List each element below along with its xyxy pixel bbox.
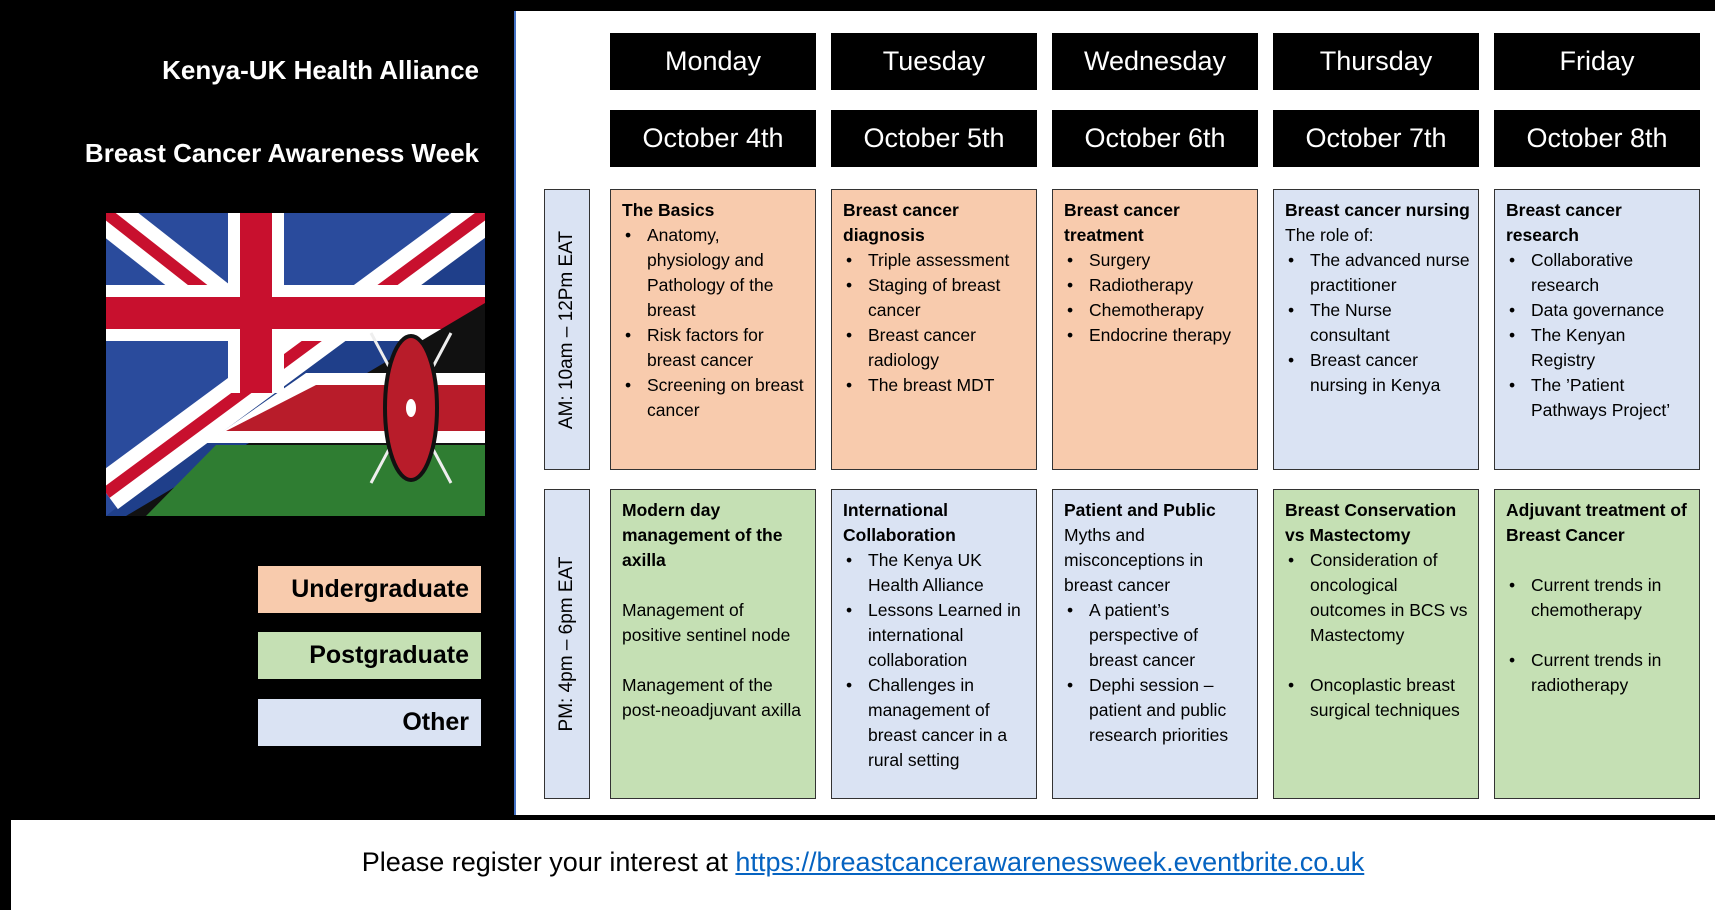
day-header: Wednesday <box>1052 33 1258 90</box>
legend-postgraduate: Postgraduate <box>258 632 481 679</box>
slot-label: AM: 10am – 12Pm EAT <box>544 189 590 470</box>
bullet-item: Dephi session – patient and public resea… <box>1064 673 1249 748</box>
legend-other: Other <box>258 699 481 746</box>
bullet-item: Radiotherapy <box>1064 273 1249 298</box>
session-group: Management of the post-neoadjuvant axill… <box>622 673 807 723</box>
session-group: Breast Conservation vs MastectomyConside… <box>1285 498 1470 648</box>
bullet-item: Chemotherapy <box>1064 298 1249 323</box>
bullet-item: The ’Patient Pathways Project’ <box>1506 373 1691 423</box>
bullet-item: The breast MDT <box>843 373 1028 398</box>
session-text: Management of positive sentinel node <box>622 600 791 645</box>
bullet-item: The advanced nurse practitioner <box>1285 248 1470 298</box>
bullet-item: Oncoplastic breast surgical techniques <box>1285 673 1470 723</box>
bullet-item: Lessons Learned in international collabo… <box>843 598 1028 673</box>
bullet-item: Current trends in radiotherapy <box>1506 648 1691 698</box>
date-header: October 5th <box>831 110 1037 167</box>
session-group: Patient and Public Myths and misconceptio… <box>1064 498 1249 748</box>
session-cell: Breast cancer treatment SurgeryRadiothera… <box>1052 189 1258 470</box>
date-header: October 8th <box>1494 110 1700 167</box>
session-title: Adjuvant treatment of Breast Cancer <box>1506 500 1687 545</box>
bullet-item: Anatomy, physiology and Pathology of the… <box>622 223 807 323</box>
bullet-item: The Kenyan Registry <box>1506 323 1691 373</box>
bullet-item: Breast cancer nursing in Kenya <box>1285 348 1470 398</box>
session-title: Breast Conservation vs Mastectomy <box>1285 500 1457 545</box>
session-title: The Basics <box>622 200 715 220</box>
session-title: Modern day management of the axilla <box>622 500 783 570</box>
bullet-item: Collaborative research <box>1506 248 1691 298</box>
bullet-item: Breast cancer radiology <box>843 323 1028 373</box>
session-cell: Patient and Public Myths and misconceptio… <box>1052 489 1258 799</box>
session-title: Breast cancer diagnosis <box>843 200 959 245</box>
bullet-item: Current trends in chemotherapy <box>1506 573 1691 623</box>
day-header: Monday <box>610 33 816 90</box>
session-group: Oncoplastic breast surgical techniques <box>1285 673 1470 723</box>
session-text: Myths and misconceptions in breast cance… <box>1064 525 1204 595</box>
bullet-item: The Kenya UK Health Alliance <box>843 548 1028 598</box>
footer-text: Please register your interest at <box>361 847 728 877</box>
date-header: October 4th <box>610 110 816 167</box>
event-title: Breast Cancer Awareness Week <box>84 138 479 168</box>
day-header: Thursday <box>1273 33 1479 90</box>
bullet-item: Challenges in management of breast cance… <box>843 673 1028 773</box>
day-header: Tuesday <box>831 33 1037 90</box>
session-cell: Breast cancer diagnosis Triple assessment… <box>831 189 1037 470</box>
session-text: Management of the post-neoadjuvant axill… <box>622 675 802 720</box>
slot-text: AM: 10am – 12Pm EAT <box>556 230 577 429</box>
legend-undergraduate: Undergraduate <box>258 566 481 613</box>
session-group: Breast cancer treatment SurgeryRadiothera… <box>1064 198 1249 348</box>
session-title: Breast cancer research <box>1506 200 1622 245</box>
session-title: International Collaboration <box>843 500 956 545</box>
session-group: The Basics Anatomy, physiology and Pathol… <box>622 198 807 423</box>
session-cell: The Basics Anatomy, physiology and Pathol… <box>610 189 816 470</box>
session-cell: Breast Conservation vs MastectomyConside… <box>1273 489 1479 799</box>
day-header: Friday <box>1494 33 1700 90</box>
bullet-item: Endocrine therapy <box>1064 323 1249 348</box>
bullet-item: Triple assessment <box>843 248 1028 273</box>
session-group: Modern day management of the axilla <box>622 498 807 573</box>
session-title: Patient and Public <box>1064 500 1216 520</box>
bullet-item: Staging of breast cancer <box>843 273 1028 323</box>
slot-label: PM: 4pm – 6pm EAT <box>544 489 590 799</box>
session-group: Breast cancer diagnosis Triple assessment… <box>843 198 1028 398</box>
bullet-item: The Nurse consultant <box>1285 298 1470 348</box>
session-group: Adjuvant treatment of Breast Cancer <box>1506 498 1691 548</box>
flag-image <box>106 213 485 516</box>
session-title: Breast cancer nursing <box>1285 200 1470 220</box>
session-text: The role of: <box>1285 225 1374 245</box>
session-cell: Breast cancer nursing The role of: The adv… <box>1273 189 1479 470</box>
slot-text: PM: 4pm – 6pm EAT <box>556 556 577 732</box>
date-header: October 7th <box>1273 110 1479 167</box>
session-group: International CollaborationThe Kenya UK … <box>843 498 1028 773</box>
date-header: October 6th <box>1052 110 1258 167</box>
session-title: Breast cancer treatment <box>1064 200 1180 245</box>
bullet-item: Data governance <box>1506 298 1691 323</box>
session-group: Current trends in chemotherapy <box>1506 573 1691 623</box>
bullet-item: A patient’s perspective of breast cancer <box>1064 598 1249 673</box>
register-link[interactable]: https://breastcancerawarenessweek.eventb… <box>735 847 1365 877</box>
bullet-item: Screening on breast cancer <box>622 373 807 423</box>
bullet-item: Consideration of oncological outcomes in… <box>1285 548 1470 648</box>
session-group: Management of positive sentinel node <box>622 598 807 648</box>
bullet-item: Risk factors for breast cancer <box>622 323 807 373</box>
session-group: Current trends in radiotherapy <box>1506 648 1691 698</box>
org-name: Kenya-UK Health Alliance <box>162 55 479 85</box>
session-cell: Breast cancer researchCollaborative rese… <box>1494 189 1700 470</box>
session-group: Breast cancer researchCollaborative rese… <box>1506 198 1691 423</box>
bullet-item: Surgery <box>1064 248 1249 273</box>
session-group: Breast cancer nursing The role of: The adv… <box>1285 198 1470 398</box>
footer: Please register your interest at https:/… <box>11 820 1715 910</box>
session-cell: Modern day management of the axilla Manag… <box>610 489 816 799</box>
session-cell: International CollaborationThe Kenya UK … <box>831 489 1037 799</box>
session-cell: Adjuvant treatment of Breast Cancer Curre… <box>1494 489 1700 799</box>
